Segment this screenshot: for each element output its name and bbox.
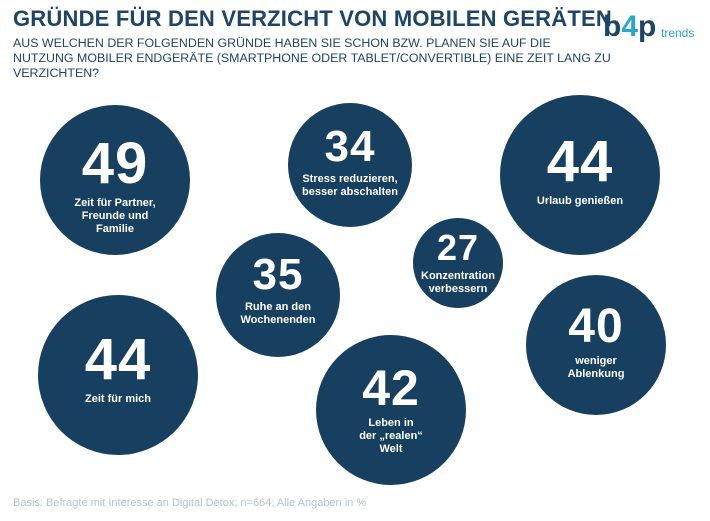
bubble-label-line: Leben in: [368, 417, 414, 429]
bubble-value: 44: [84, 327, 152, 392]
bubble-value: 42: [362, 360, 420, 416]
bubble-value: 34: [324, 122, 376, 171]
logo-4: 4: [621, 10, 639, 43]
bubble-value: 27: [436, 227, 480, 268]
bubble-label: Urlaub genießen: [537, 195, 623, 208]
bubble-value: 49: [81, 131, 149, 196]
bubble-label: Ruhe an den Wochenenden: [241, 301, 316, 327]
bubble-label: Zeit für mich: [85, 393, 151, 406]
bubble-label-line: Zeit für Partner,: [74, 197, 156, 209]
bubble-label-line: verbessern: [428, 283, 488, 295]
data-bubble: 44 Zeit für mich: [38, 295, 198, 455]
bubble-label: Stress reduzieren, besser abschalten: [302, 173, 398, 199]
bubble-value: 35: [252, 250, 304, 299]
bubble-value: 44: [546, 129, 614, 194]
bubble-label: Leben in der „realen“ Welt: [359, 417, 423, 456]
bubble-label: Konzentration verbessern: [421, 270, 495, 296]
logo-sub-text: trends: [661, 26, 695, 40]
bubble-label-line: Zeit für mich: [84, 393, 151, 405]
bubble-label-line: Stress reduzieren,: [302, 173, 398, 185]
data-bubble: 35 Ruhe an den Wochenenden: [216, 233, 340, 357]
bubble-label-line: besser abschalten: [302, 186, 398, 198]
bubble-label-line: Familie: [96, 223, 134, 235]
data-bubble: 34 Stress reduzieren, besser abschalten: [288, 103, 412, 227]
bubble-label-line: Ablenkung: [567, 368, 625, 380]
logo-b: b: [603, 10, 622, 43]
bubble-label-line: Wochenenden: [240, 314, 316, 326]
chart-title: GRÜNDE FÜR DEN VERZICHT VON MOBILEN GERÄ…: [13, 6, 612, 31]
data-bubble: 27 Konzentration verbessern: [413, 218, 503, 308]
bubble-value: 40: [568, 300, 624, 353]
bubble-label: Zeit für Partner, Freunde und Familie: [74, 197, 155, 236]
bubble-label-line: Ruhe an den: [244, 301, 311, 313]
bubble-label-line: Konzentration: [421, 270, 495, 282]
bubble-label-line: Welt: [379, 443, 403, 455]
logo-wordmark: b4p: [603, 10, 656, 44]
data-bubble: 49 Zeit für Partner, Freunde und Familie: [40, 105, 190, 255]
data-bubble: 40 weniger Ablenkung: [526, 275, 666, 415]
footnote: Basis: Befragte mit Interesse an Digital…: [13, 497, 367, 509]
chart-subtitle: AUS WELCHEN DER FOLGENDEN GRÜNDE HABEN S…: [13, 36, 611, 80]
bubble-label-line: der „realen“: [359, 430, 423, 442]
data-bubble: 42 Leben in der „realen“ Welt: [316, 335, 466, 485]
bubble-label-line: weniger: [575, 355, 617, 367]
bubble-label-line: Freunde und: [81, 210, 149, 222]
logo-p: p: [638, 10, 657, 43]
bubble-label-line: Urlaub genießen: [536, 195, 624, 207]
data-bubble: 44 Urlaub genießen: [500, 95, 660, 255]
bubble-label: weniger Ablenkung: [568, 355, 625, 381]
